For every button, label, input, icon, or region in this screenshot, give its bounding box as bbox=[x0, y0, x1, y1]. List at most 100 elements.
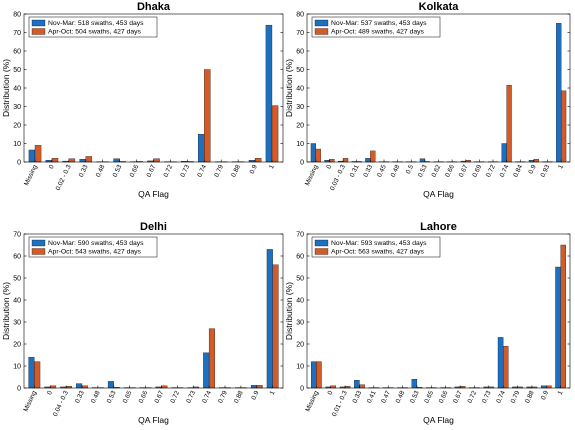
x-tick-label: 0.79 bbox=[510, 390, 522, 405]
bar-apr-oct bbox=[85, 156, 93, 163]
chart-title: Kolkata bbox=[419, 1, 460, 13]
x-tick-label: Missing bbox=[22, 390, 38, 413]
x-tick-label: 0 bbox=[48, 164, 56, 171]
x-tick-label: 0.31 bbox=[349, 164, 361, 179]
bar-apr-oct bbox=[503, 346, 509, 389]
y-tick-label: 30 bbox=[296, 319, 304, 326]
bar-nov-mar bbox=[250, 385, 257, 389]
bar-nov-mar bbox=[310, 143, 317, 163]
bar-nov-mar bbox=[113, 158, 120, 163]
x-tick-label: 0.48 bbox=[95, 164, 107, 179]
legend-swatch bbox=[314, 28, 329, 35]
y-tick-label: 50 bbox=[296, 67, 304, 74]
x-tick-label: 0.48 bbox=[390, 164, 402, 179]
x-tick-label: 0 bbox=[327, 390, 335, 397]
bar-nov-mar bbox=[107, 381, 114, 389]
bar-apr-oct bbox=[560, 90, 567, 163]
legend: Nov-Mar: 593 swaths, 453 days Apr-Oct: 56… bbox=[311, 236, 441, 258]
x-tick-label: 0.93 bbox=[540, 164, 552, 179]
y-tick-label: 30 bbox=[13, 104, 21, 111]
x-tick-label: 0.66 bbox=[444, 164, 456, 179]
x-tick-label: 0.74 bbox=[495, 390, 507, 405]
y-tick-label: 70 bbox=[13, 30, 21, 37]
y-tick-label: 20 bbox=[296, 341, 304, 348]
x-tick-label: 0.33 bbox=[362, 164, 374, 179]
legend-label: Nov-Mar: 590 swaths, 453 days bbox=[48, 240, 144, 247]
bar-nov-mar bbox=[497, 337, 504, 389]
bar-apr-oct bbox=[256, 385, 263, 389]
bar-nov-mar bbox=[203, 352, 210, 389]
y-tick-label: 70 bbox=[296, 231, 304, 238]
y-tick-label: 20 bbox=[13, 341, 21, 348]
x-tick-label: 0.72 bbox=[163, 164, 175, 179]
x-tick-label: 0.5 bbox=[405, 164, 415, 175]
x-tick-label: 0.72 bbox=[169, 390, 181, 405]
x-tick-label: 0.72 bbox=[485, 164, 497, 179]
legend-swatch bbox=[314, 248, 329, 255]
x-tick-label: Missing bbox=[304, 390, 320, 413]
bar-apr-oct bbox=[254, 158, 262, 163]
y-tick-label: 30 bbox=[296, 104, 304, 111]
legend-label: Nov-Mar: 518 swaths, 453 days bbox=[48, 20, 144, 27]
bar-nov-mar bbox=[265, 24, 273, 163]
y-tick-label: 0 bbox=[17, 159, 21, 166]
bar-apr-oct bbox=[330, 385, 337, 389]
plot-area-frame bbox=[306, 233, 571, 389]
x-tick-label: 0.9 bbox=[528, 164, 538, 175]
x-tick-label: Missing bbox=[23, 164, 39, 187]
y-tick-label: 50 bbox=[296, 275, 304, 282]
bar-nov-mar bbox=[411, 379, 418, 389]
x-tick-label: 0.74 bbox=[201, 390, 213, 405]
x-axis-label: QA Flag bbox=[138, 415, 169, 425]
x-tick-label: 0.67 bbox=[146, 164, 158, 179]
legend-swatch bbox=[31, 19, 46, 27]
x-tick-label: 0.67 bbox=[154, 390, 166, 405]
y-tick-label: 10 bbox=[13, 363, 21, 370]
y-tick-label: 50 bbox=[13, 275, 21, 282]
x-tick-label: 0 bbox=[46, 390, 54, 397]
chart-title: Lahore bbox=[420, 221, 457, 233]
x-tick-label: 1 bbox=[268, 164, 276, 171]
bar-apr-oct bbox=[316, 361, 322, 389]
legend-box bbox=[28, 236, 158, 258]
legend-swatch bbox=[31, 28, 46, 35]
bar-nov-mar bbox=[365, 158, 371, 163]
y-tick-label: 60 bbox=[13, 48, 21, 55]
x-tick-label: 0.73 bbox=[179, 164, 191, 179]
bar-nov-mar bbox=[28, 149, 36, 163]
x-tick-label: 0.53 bbox=[409, 390, 421, 405]
chart-title: Delhi bbox=[140, 221, 167, 233]
x-tick-label: 0.9 bbox=[540, 390, 550, 401]
legend: Nov-Mar: 537 swaths, 453 days Apr-Oct: 48… bbox=[311, 16, 441, 38]
y-axis-label: Distribution (%) bbox=[284, 59, 294, 117]
bar-apr-oct bbox=[208, 328, 215, 389]
bar-apr-oct bbox=[161, 385, 168, 389]
y-tick-label: 40 bbox=[296, 85, 304, 92]
y-tick-label: 10 bbox=[296, 141, 304, 148]
x-tick-label: 0 bbox=[325, 164, 333, 171]
x-tick-label: 0.79 bbox=[217, 390, 229, 405]
plot-area-frame bbox=[23, 233, 284, 389]
x-tick-label: 0.88 bbox=[233, 390, 245, 405]
x-tick-label: 1 bbox=[269, 390, 277, 397]
bar-apr-oct bbox=[359, 384, 365, 389]
y-tick-label: 60 bbox=[296, 48, 304, 55]
x-tick-label: 0.79 bbox=[213, 164, 225, 179]
bar-apr-oct bbox=[271, 105, 279, 163]
legend: Nov-Mar: 590 swaths, 453 days Apr-Oct: 54… bbox=[28, 236, 158, 258]
legend-label: Nov-Mar: 593 swaths, 453 days bbox=[331, 240, 427, 247]
y-axis-label: Distribution (%) bbox=[1, 59, 11, 117]
bar-apr-oct bbox=[370, 150, 376, 163]
x-tick-label: 0.88 bbox=[524, 390, 536, 405]
bar-apr-oct bbox=[342, 158, 349, 163]
x-tick-label: 0.67 bbox=[452, 390, 464, 405]
y-tick-label: 40 bbox=[13, 297, 21, 304]
y-tick-label: 10 bbox=[13, 141, 21, 148]
x-tick-label: 0.66 bbox=[138, 390, 150, 405]
x-tick-label: 0.9 bbox=[250, 390, 260, 401]
legend-swatch bbox=[31, 239, 46, 247]
x-tick-label: 0.66 bbox=[129, 164, 141, 179]
legend-label: Apr-Oct: 504 swaths, 427 days bbox=[48, 29, 142, 36]
